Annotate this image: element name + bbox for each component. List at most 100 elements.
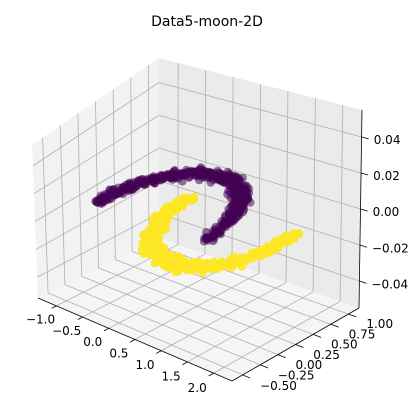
scatter-point [149, 216, 158, 226]
scatter-point [229, 198, 239, 208]
z-tick-mark [360, 172, 369, 176]
scatter-point [190, 171, 199, 180]
scatter-point [152, 258, 161, 267]
x-tick-label: 0.0 [83, 335, 102, 349]
y-tick-label: 1.00 [366, 317, 393, 331]
scatter-series-2 [137, 192, 304, 277]
y-tick-mark [312, 333, 322, 338]
scatter-point [156, 224, 165, 234]
axes-panes [32, 58, 362, 381]
x-tick-label: 1.5 [162, 370, 181, 384]
scatter-point [231, 256, 240, 265]
scatter-point [208, 170, 217, 179]
y-gridline [115, 259, 314, 335]
y-gridline [47, 292, 243, 376]
scatter-point [164, 209, 173, 219]
x-tick-label: 0.5 [109, 347, 128, 361]
y-tick-mark [260, 364, 269, 369]
pane-back [159, 58, 362, 308]
scatter-point [188, 196, 198, 205]
z-tick-mark [359, 280, 367, 284]
y-tick-mark [242, 374, 251, 379]
y-tick-mark [330, 323, 339, 328]
y-tick-label: 0.75 [349, 327, 376, 341]
scatter-point [99, 192, 109, 202]
z-tick-mark [359, 244, 368, 248]
z-gridline [36, 213, 160, 278]
x-tick-mark [156, 350, 162, 354]
z-tick-label: −0.02 [372, 241, 409, 255]
scatter-point [174, 266, 183, 275]
scatter-point [139, 180, 149, 189]
y-gridline [98, 267, 296, 345]
scatter-point [217, 226, 226, 235]
y-tick-mark [348, 313, 357, 318]
scatter-point [174, 259, 183, 268]
scatter-point [286, 233, 296, 242]
z-tick-mark [361, 136, 369, 140]
scatter-point [216, 262, 226, 271]
pane-floor [38, 238, 359, 381]
scatter-point [149, 175, 159, 184]
y-tick-label: −0.50 [260, 379, 297, 393]
y-tick-mark [277, 354, 286, 359]
axes-ticks: −1.0−0.50.00.51.01.52.0 −0.50−0.250.000.2… [26, 133, 409, 395]
z-gridline [32, 82, 160, 167]
z-tick-label: 0.04 [374, 133, 401, 147]
scatter-points [91, 163, 304, 277]
scatter-point [171, 172, 181, 181]
scatter-point [153, 251, 163, 260]
scatter-point [219, 178, 229, 187]
scatter-point [226, 215, 236, 225]
chart-title: Data5-moon-2D [151, 14, 263, 30]
scatter-point [146, 250, 155, 259]
scatter-point [274, 238, 283, 248]
y-tick-label: 0.25 [313, 348, 340, 362]
axes-grid [32, 62, 362, 376]
scatter-point [164, 260, 174, 269]
scatter-point [161, 249, 170, 258]
scatter-point [177, 201, 187, 211]
scatter-point [229, 189, 238, 199]
y-gridline [64, 284, 261, 366]
scatter-point [150, 228, 159, 237]
scatter-point [247, 253, 257, 263]
z-gridline [158, 147, 361, 210]
z-gridline [158, 180, 361, 246]
x-tick-label: 1.0 [135, 358, 154, 372]
z-tick-label: −0.04 [371, 278, 408, 292]
x-tick-mark [77, 316, 83, 320]
scatter-point [239, 182, 248, 191]
x-tick-mark [208, 372, 214, 377]
z-gridline [35, 180, 160, 250]
x-tick-label: −0.5 [52, 324, 81, 338]
scatter-point [239, 255, 248, 264]
z-gridline [158, 114, 362, 174]
scatter-point [109, 186, 118, 195]
z-gridline [33, 114, 160, 195]
z-tick-label: 0.02 [373, 169, 400, 183]
x-tick-mark [182, 361, 188, 366]
scatter-point [140, 240, 149, 250]
y-tick-label: −0.25 [278, 368, 315, 382]
x-tick-mark [129, 339, 136, 343]
scatter-point [221, 211, 230, 220]
x-tick-mark [103, 327, 109, 332]
z-gridline [34, 147, 160, 222]
scatter-point [181, 169, 191, 179]
z-tick-label: 0.00 [373, 205, 400, 219]
z-gridline [158, 82, 362, 138]
scatter-point [187, 262, 196, 272]
x-tick-label: −1.0 [26, 312, 55, 326]
scatter-point [199, 170, 208, 179]
scatter-point [121, 184, 131, 194]
y-gridline [81, 275, 279, 356]
y-tick-mark [295, 344, 304, 348]
scatter-point [255, 250, 265, 259]
scatter-point [197, 262, 206, 272]
x-tick-mark [51, 305, 57, 309]
z-tick-mark [360, 208, 368, 212]
y-tick-label: 0.50 [331, 338, 358, 352]
scatter-series-1 [91, 163, 255, 246]
